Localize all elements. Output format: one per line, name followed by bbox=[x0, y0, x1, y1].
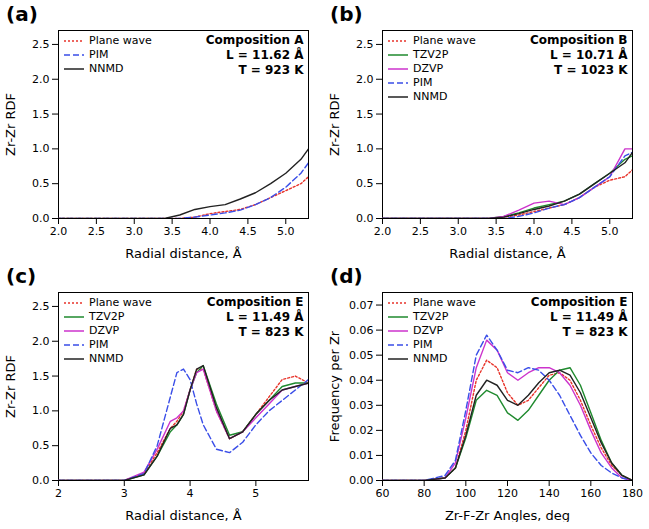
html-text:Plane wave: Plane wave bbox=[89, 34, 152, 47]
svg-text:0.0: 0.0 bbox=[356, 212, 374, 225]
html-text:(c): (c) bbox=[6, 264, 37, 288]
svg-text:140: 140 bbox=[539, 487, 560, 500]
html-text:NNMD: NNMD bbox=[413, 90, 448, 103]
svg-text:T = 823 K: T = 823 K bbox=[562, 325, 628, 339]
svg-text:2.0: 2.0 bbox=[356, 73, 374, 86]
html-text:DZVP: DZVP bbox=[413, 62, 444, 75]
svg-text:Radial distance, Å: Radial distance, Å bbox=[449, 246, 566, 261]
svg-text:1.0: 1.0 bbox=[356, 142, 374, 155]
svg-text:160: 160 bbox=[580, 487, 601, 500]
svg-text:80: 80 bbox=[417, 487, 431, 500]
svg-text:4.0: 4.0 bbox=[525, 225, 543, 238]
svg-text:2.5: 2.5 bbox=[356, 38, 374, 51]
svg-text:L = 11.49 Å: L = 11.49 Å bbox=[226, 309, 304, 324]
svg-text:0.01: 0.01 bbox=[349, 449, 374, 462]
svg-text:0.07: 0.07 bbox=[349, 299, 374, 312]
svg-text:5.0: 5.0 bbox=[601, 225, 619, 238]
html-text:DZVP: DZVP bbox=[89, 324, 120, 337]
html-text:PIM: PIM bbox=[413, 338, 433, 351]
svg-text:L = 11.49 Å: L = 11.49 Å bbox=[550, 309, 628, 324]
svg-text:Zr-Zr RDF: Zr-Zr RDF bbox=[3, 355, 18, 418]
svg-text:1.5: 1.5 bbox=[32, 370, 50, 383]
svg-text:180: 180 bbox=[622, 487, 643, 500]
svg-text:0.5: 0.5 bbox=[356, 177, 374, 190]
svg-text:4.5: 4.5 bbox=[563, 225, 581, 238]
svg-text:1.5: 1.5 bbox=[32, 108, 50, 121]
svg-text:0.5: 0.5 bbox=[32, 439, 50, 452]
svg-text:2.0: 2.0 bbox=[374, 225, 392, 238]
html-text:(a): (a) bbox=[6, 2, 38, 26]
svg-text:1.0: 1.0 bbox=[32, 142, 50, 155]
svg-text:4.0: 4.0 bbox=[201, 225, 219, 238]
html-text:(d): (d) bbox=[330, 264, 363, 288]
svg-text:5.0: 5.0 bbox=[277, 225, 295, 238]
svg-text:Radial distance, Å: Radial distance, Å bbox=[125, 508, 242, 523]
svg-text:T = 1023 K: T = 1023 K bbox=[554, 63, 628, 77]
html-text:Plane wave: Plane wave bbox=[89, 296, 152, 309]
svg-text:Zr-F-Zr Angles, deg: Zr-F-Zr Angles, deg bbox=[445, 508, 570, 523]
svg-text:0.0: 0.0 bbox=[32, 212, 50, 225]
svg-text:Composition E: Composition E bbox=[207, 295, 304, 309]
svg-text:60: 60 bbox=[376, 487, 390, 500]
html-text:PIM: PIM bbox=[89, 48, 109, 61]
svg-text:2.5: 2.5 bbox=[88, 225, 106, 238]
svg-text:3.0: 3.0 bbox=[450, 225, 468, 238]
html-text:PIM: PIM bbox=[89, 338, 109, 351]
svg-text:Frequency per Zr: Frequency per Zr bbox=[327, 330, 342, 442]
svg-text:3: 3 bbox=[121, 487, 128, 500]
svg-text:0.05: 0.05 bbox=[349, 349, 374, 362]
svg-text:T = 923 K: T = 923 K bbox=[238, 63, 304, 77]
svg-text:120: 120 bbox=[497, 487, 518, 500]
svg-text:0.5: 0.5 bbox=[32, 177, 50, 190]
html-text:DZVP: DZVP bbox=[413, 324, 444, 337]
html-text:NNMD: NNMD bbox=[89, 62, 124, 75]
svg-text:1.5: 1.5 bbox=[356, 108, 374, 121]
svg-text:100: 100 bbox=[455, 487, 476, 500]
svg-text:0.03: 0.03 bbox=[349, 399, 374, 412]
svg-text:3.5: 3.5 bbox=[487, 225, 505, 238]
svg-text:Zr-Zr RDF: Zr-Zr RDF bbox=[3, 93, 18, 156]
svg-text:L = 11.62 Å: L = 11.62 Å bbox=[226, 47, 304, 62]
html-text:TZV2P: TZV2P bbox=[413, 310, 449, 323]
html-text:NNMD: NNMD bbox=[413, 352, 448, 365]
svg-text:5: 5 bbox=[252, 487, 259, 500]
svg-text:Composition E: Composition E bbox=[531, 295, 628, 309]
svg-text:L = 10.71 Å: L = 10.71 Å bbox=[550, 47, 628, 62]
svg-text:0.04: 0.04 bbox=[349, 374, 374, 387]
html-text:(b): (b) bbox=[330, 2, 363, 26]
svg-text:0.0: 0.0 bbox=[32, 474, 50, 487]
svg-text:Composition A: Composition A bbox=[206, 33, 304, 47]
svg-text:3.0: 3.0 bbox=[126, 225, 144, 238]
html-text:PIM: PIM bbox=[413, 76, 433, 89]
svg-text:2.5: 2.5 bbox=[32, 38, 50, 51]
svg-text:4: 4 bbox=[187, 487, 194, 500]
html-text:TZV2P: TZV2P bbox=[89, 310, 125, 323]
svg-text:2.0: 2.0 bbox=[32, 73, 50, 86]
html-text:TZV2P: TZV2P bbox=[413, 48, 449, 61]
svg-text:0.06: 0.06 bbox=[349, 324, 374, 337]
svg-text:Radial distance, Å: Radial distance, Å bbox=[125, 246, 242, 261]
svg-text:2.5: 2.5 bbox=[32, 300, 50, 313]
html-text:NNMD: NNMD bbox=[89, 352, 124, 365]
svg-text:1.0: 1.0 bbox=[32, 404, 50, 417]
svg-text:4.5: 4.5 bbox=[239, 225, 256, 238]
svg-text:3.5: 3.5 bbox=[163, 225, 181, 238]
svg-text:Composition B: Composition B bbox=[530, 33, 628, 47]
html-text:Plane wave: Plane wave bbox=[413, 296, 476, 309]
svg-text:2.0: 2.0 bbox=[32, 335, 50, 348]
svg-text:0.02: 0.02 bbox=[349, 424, 374, 437]
svg-text:0.00: 0.00 bbox=[349, 474, 374, 487]
svg-text:2.0: 2.0 bbox=[50, 225, 68, 238]
svg-text:2: 2 bbox=[55, 487, 62, 500]
svg-text:T = 823 K: T = 823 K bbox=[238, 325, 304, 339]
html-text:Plane wave: Plane wave bbox=[413, 34, 476, 47]
svg-text:2.5: 2.5 bbox=[412, 225, 430, 238]
svg-text:Zr-Zr RDF: Zr-Zr RDF bbox=[327, 93, 342, 156]
